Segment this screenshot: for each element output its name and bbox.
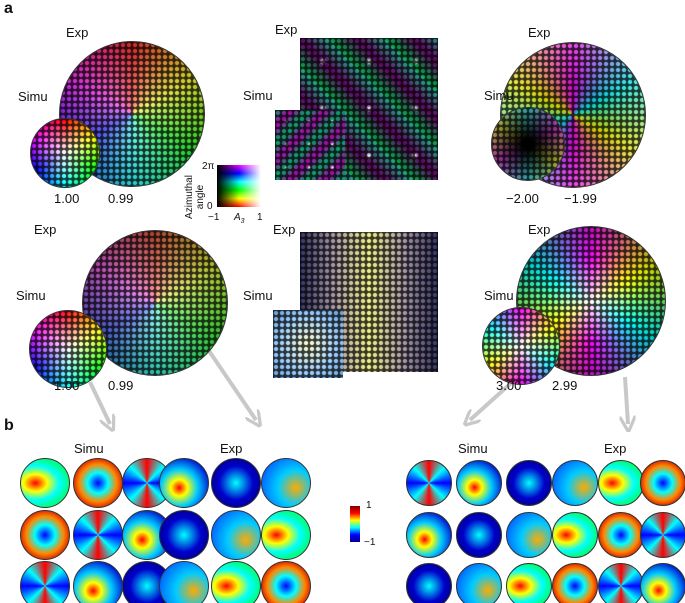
exp-texture	[59, 41, 205, 187]
legend-title: A	[234, 212, 241, 223]
legend-title: 3	[240, 218, 245, 225]
label: Simu	[243, 288, 273, 303]
value: −2.00	[506, 191, 539, 206]
exp-map	[159, 510, 209, 560]
exp-map	[211, 458, 261, 508]
exp-map	[261, 458, 311, 508]
label: Exp	[273, 222, 296, 237]
exp-map	[211, 510, 261, 560]
simu-map	[456, 460, 502, 506]
simu-map	[506, 563, 552, 603]
label: Simu	[16, 288, 46, 303]
value: 2.99	[552, 378, 578, 393]
label: Exp	[528, 25, 551, 40]
label: Exp	[66, 25, 89, 40]
arrow	[203, 343, 256, 420]
label: Exp	[528, 222, 551, 237]
label: Simu	[458, 441, 488, 456]
simu-map	[20, 561, 70, 603]
simu-map	[73, 561, 123, 603]
simu-texture	[29, 310, 107, 388]
exp-map	[211, 561, 261, 603]
exp-map	[598, 512, 644, 558]
exp-texture	[516, 226, 666, 376]
exp-texture	[300, 38, 438, 180]
simu-map	[406, 563, 452, 603]
value: 3.00	[496, 378, 522, 393]
value: 1.00	[54, 378, 80, 393]
exp-map	[552, 563, 598, 603]
legend-tick: 1	[257, 212, 263, 223]
exp-map	[640, 563, 685, 603]
label: Simu	[18, 89, 48, 104]
simu-map	[20, 458, 70, 508]
simu-texture	[491, 107, 565, 181]
label: Simu	[484, 88, 514, 103]
value: 0.99	[108, 378, 134, 393]
exp-map	[640, 512, 685, 558]
exp-map	[159, 561, 209, 603]
simu-texture	[273, 310, 343, 378]
exp-map	[159, 458, 209, 508]
label: Simu	[484, 288, 514, 303]
exp-map	[598, 460, 644, 506]
value: 0.99	[108, 191, 134, 206]
exp-map	[552, 460, 598, 506]
label: Exp	[604, 441, 627, 456]
panel-label: b	[4, 417, 14, 434]
simu-map	[73, 458, 123, 508]
value: 1.00	[54, 191, 80, 206]
exp-map	[598, 563, 644, 603]
exp-map	[261, 510, 311, 560]
label: Exp	[275, 22, 298, 37]
legend-tick: −1	[208, 212, 220, 223]
colorbar-tick: 1	[366, 500, 372, 511]
legend-title: A3	[234, 212, 245, 225]
color-legend	[217, 165, 261, 207]
exp-map	[552, 512, 598, 558]
simu-map	[506, 512, 552, 558]
simu-map	[73, 510, 123, 560]
legend-tick: 0	[207, 201, 213, 212]
simu-map	[456, 512, 502, 558]
label: Exp	[220, 441, 243, 456]
panel-label: a	[4, 0, 13, 17]
simu-texture	[30, 118, 100, 188]
exp-texture	[82, 230, 228, 376]
simu-texture	[482, 307, 560, 385]
simu-map	[456, 563, 502, 603]
arrow	[88, 381, 110, 424]
exp-map	[261, 561, 311, 603]
colorbar	[350, 506, 360, 542]
colorbar-tick: −1	[364, 537, 376, 548]
label: Simu	[243, 88, 273, 103]
arrow	[625, 376, 628, 424]
value: −1.99	[564, 191, 597, 206]
legend-title: Azimuthal angle	[184, 175, 206, 219]
simu-map	[406, 512, 452, 558]
legend-tick: 2π	[202, 161, 215, 172]
exp-map	[640, 460, 685, 506]
simu-map	[506, 460, 552, 506]
simu-map	[20, 510, 70, 560]
simu-texture	[275, 110, 345, 180]
label: Exp	[34, 222, 57, 237]
simu-map	[406, 460, 452, 506]
label: Simu	[74, 441, 104, 456]
